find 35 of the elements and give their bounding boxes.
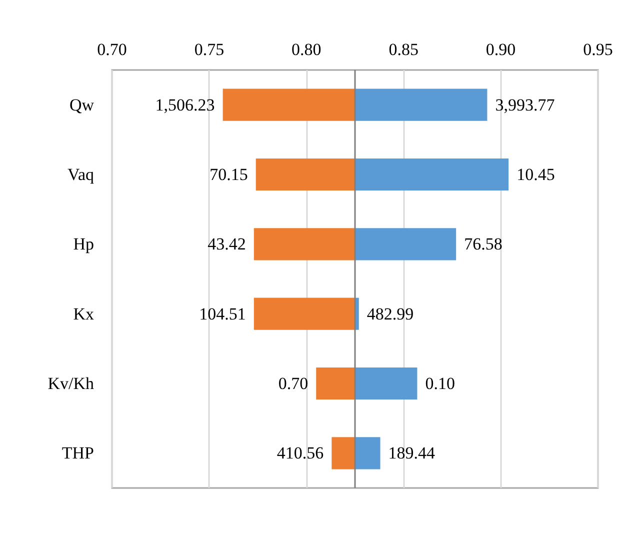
annotation: 410.56 [276,444,324,463]
x-tick-label: 0.90 [486,40,516,59]
annotation: 1,506.23 [155,95,215,114]
bar [256,158,355,191]
annotation: 43.42 [208,234,246,254]
bar [316,367,355,400]
annotation: 0.70 [278,374,308,393]
y-tick-label: Vaq [68,165,94,184]
annotation: 104.51 [199,304,246,324]
x-tick-label: 0.75 [194,40,224,59]
y-tick-label: Kx [73,304,94,324]
x-tick-label: 0.95 [583,40,613,59]
annotation: 0.10 [425,374,455,393]
bar [355,88,488,121]
x-tick-label: 0.85 [388,40,418,59]
bar [355,158,509,191]
bar [254,228,355,260]
x-tick-label: 0.80 [292,40,322,59]
annotation: 482.99 [366,304,414,324]
y-tick-label: Hp [73,234,94,254]
bar [355,437,380,470]
y-tick-label: THP [62,444,94,463]
bar [332,437,355,470]
bar [254,298,355,330]
x-tick-label: 0.70 [97,40,127,59]
annotation: 3,993.77 [495,95,556,114]
annotation: 10.45 [516,165,555,184]
bar [355,367,418,400]
annotation: 189.44 [388,444,436,463]
y-tick-label: Kv/Kh [48,374,94,393]
y-tick-label: Qw [69,95,95,114]
bar [355,228,456,260]
annotation: 76.58 [464,234,502,254]
bar [222,88,355,121]
annotation: 70.15 [210,165,248,184]
